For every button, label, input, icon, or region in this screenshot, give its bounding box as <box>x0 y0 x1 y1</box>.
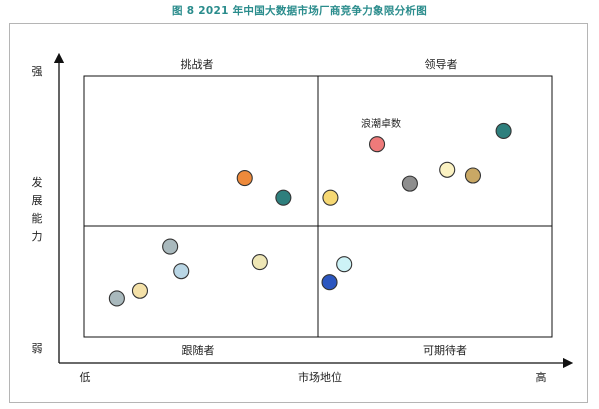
x-low-label: 低 <box>80 371 91 384</box>
data-point-3 <box>173 263 190 280</box>
y-low-label: 弱 <box>32 342 43 355</box>
data-point-4 <box>162 238 179 255</box>
data-point-5 <box>251 253 268 271</box>
data-point-12 <box>439 161 456 178</box>
data-point-2 <box>131 282 149 299</box>
data-point-6 <box>236 170 253 187</box>
data-point-11 <box>401 175 418 192</box>
data-point-1 <box>108 290 125 307</box>
data-point-10 <box>322 189 339 206</box>
data-point-14 <box>495 122 512 140</box>
scatter-points <box>108 122 512 307</box>
quadrant-label-challenger: 挑战者 <box>181 57 214 71</box>
data-point-13 <box>464 167 482 184</box>
figure-frame <box>9 23 588 403</box>
x-axis-title: 市场地位 <box>298 370 342 384</box>
x-high-label: 高 <box>536 370 547 384</box>
quadrant-label-promising: 可期待者 <box>423 343 467 357</box>
data-point-8 <box>321 274 338 291</box>
y-high-label: 强 <box>32 65 43 78</box>
data-point-7 <box>275 189 292 206</box>
quadrant-label-leader: 领导者 <box>425 58 458 71</box>
point-annotation: 浪潮卓数 <box>361 117 401 130</box>
data-point-9 <box>336 256 353 273</box>
figure-title: 图 8 2021 年中国大数据市场厂商竞争力象限分析图 <box>171 5 428 17</box>
y-axis-title: 发展能力 <box>32 175 43 243</box>
quadrant-label-follower: 跟随者 <box>182 343 215 357</box>
data-point-15 <box>369 136 386 153</box>
